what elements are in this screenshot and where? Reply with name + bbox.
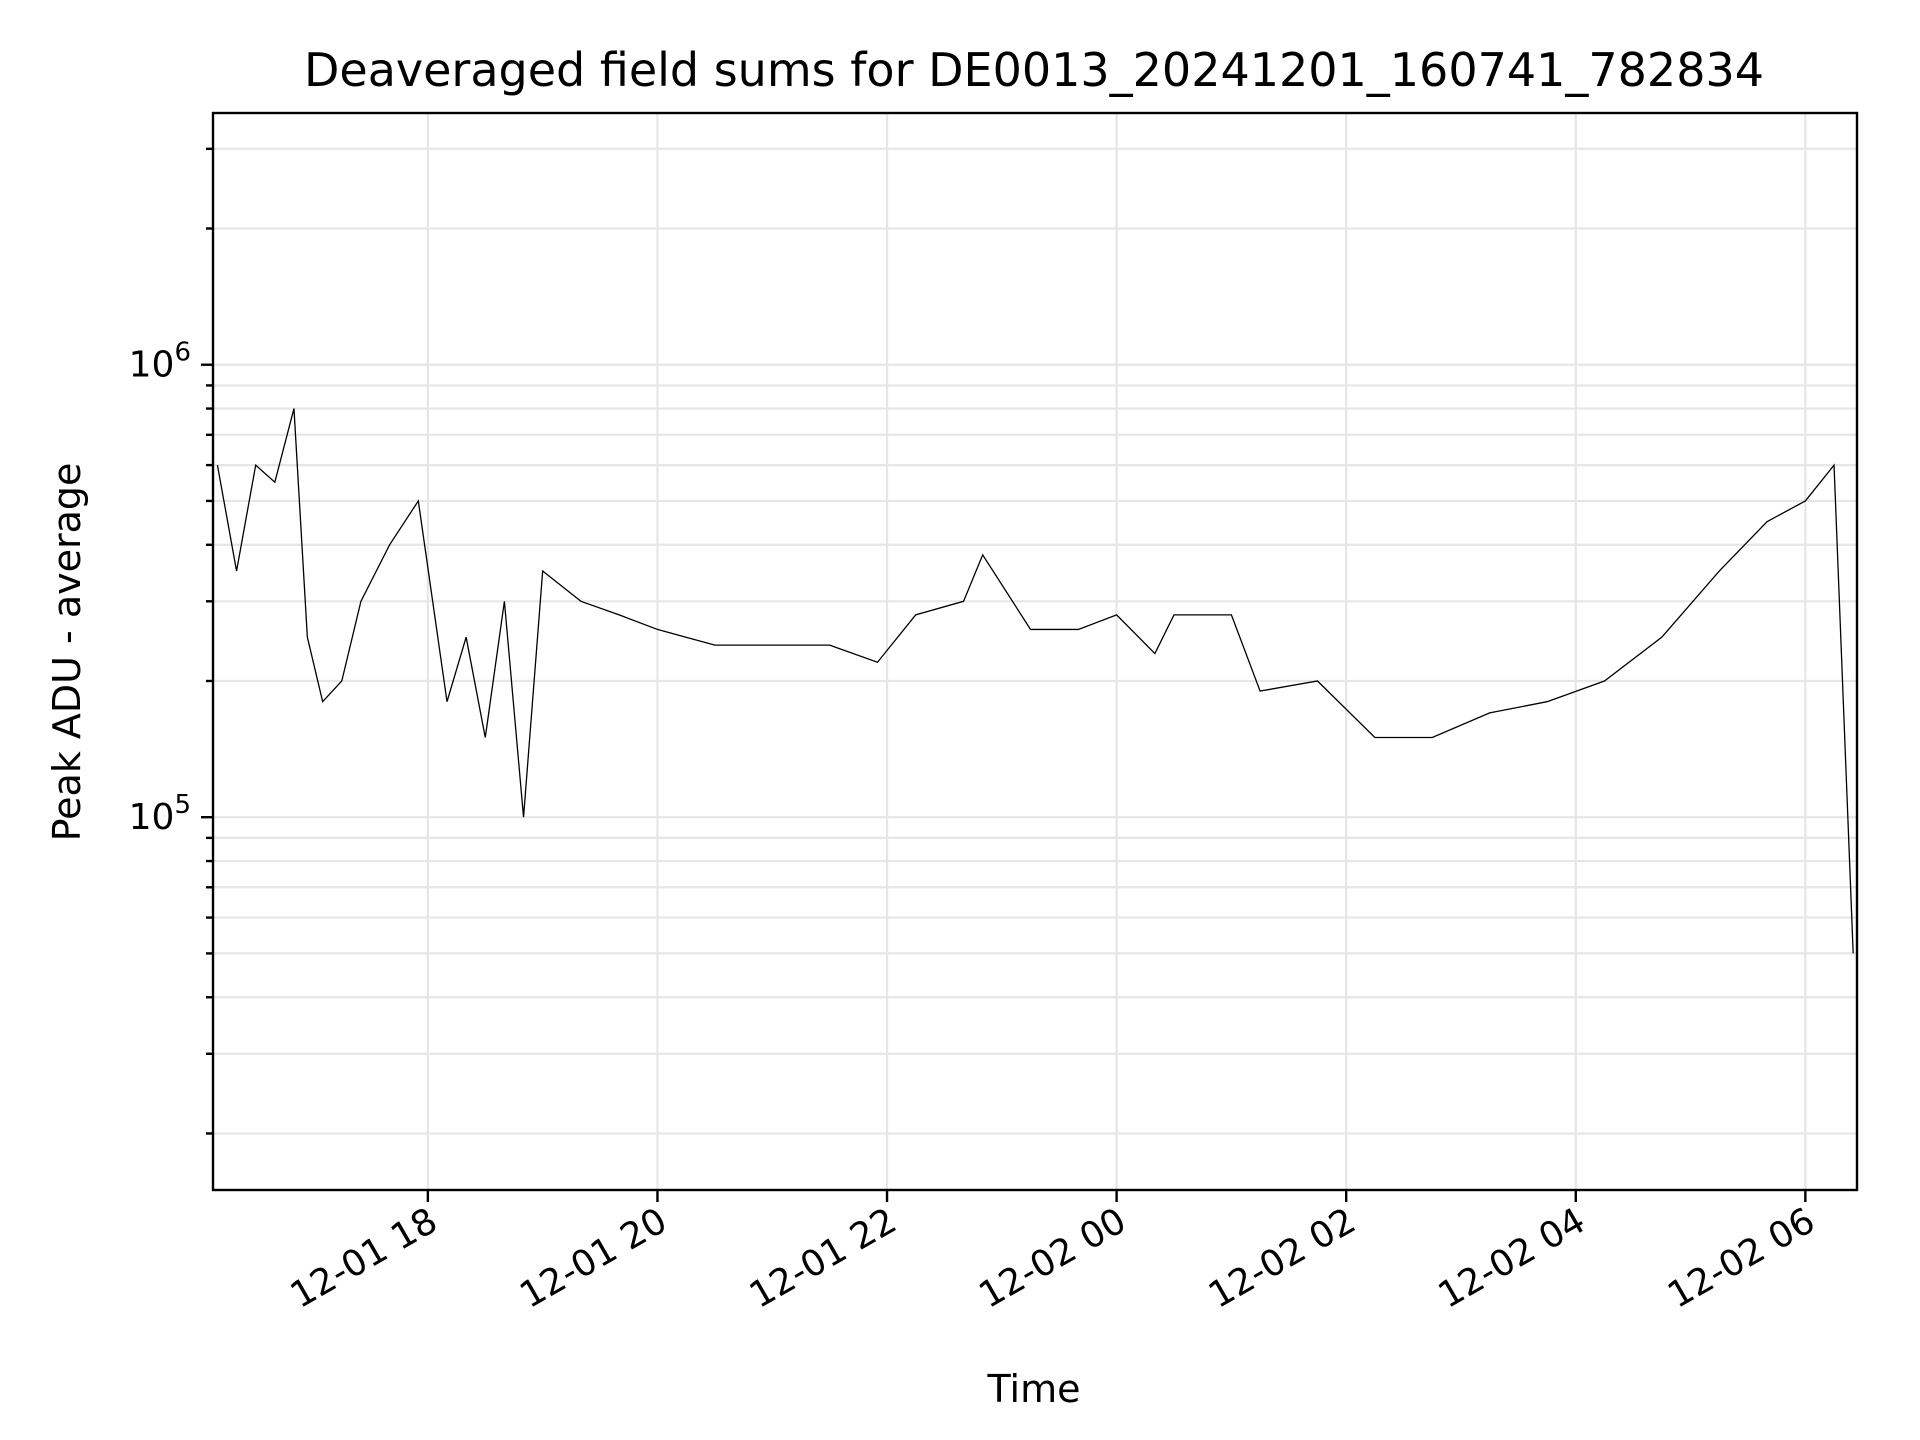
plot-frame (211, 111, 1859, 1192)
grid (213, 113, 1857, 1190)
y-tick-label: 106 (129, 338, 191, 386)
y-axis: 105 106 (129, 147, 213, 1135)
chart-title: Deaveraged field sums for DE0013_2024120… (304, 43, 1764, 97)
y-tick-label: 105 (129, 790, 191, 838)
x-axis-label: Time (987, 1367, 1081, 1411)
y-axis-label: Peak ADU - average (45, 463, 89, 842)
series-line (216, 408, 1854, 954)
series-layer (216, 408, 1854, 954)
